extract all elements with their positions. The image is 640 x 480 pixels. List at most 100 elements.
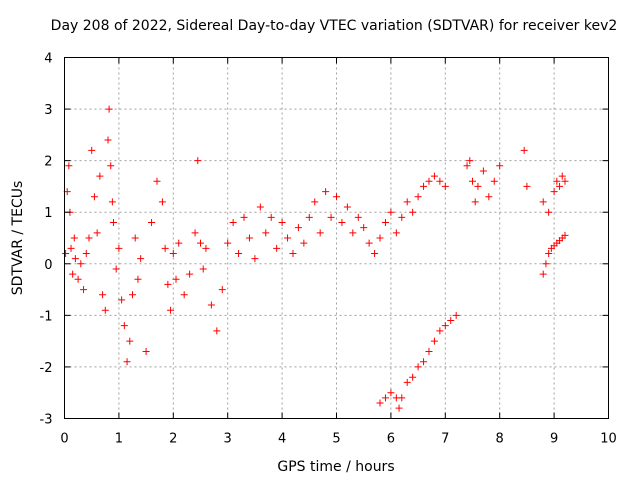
data-point [112, 265, 120, 273]
data-point [153, 177, 161, 185]
data-point [245, 234, 253, 242]
data-point [545, 208, 553, 216]
data-point [474, 182, 482, 190]
data-point [101, 306, 109, 314]
data-point [561, 231, 569, 239]
y-tick-label: 4 [44, 52, 52, 67]
data-point [349, 229, 357, 237]
data-point [485, 193, 493, 201]
data-point [327, 213, 335, 221]
data-point [256, 203, 264, 211]
data-point [267, 213, 275, 221]
data-point [131, 234, 139, 242]
data-point [381, 219, 389, 227]
y-tick-label: -3 [40, 413, 53, 428]
data-point [67, 244, 75, 252]
data-point [425, 347, 433, 355]
grid-layer [64, 57, 609, 419]
data-point [96, 172, 104, 180]
data-point [262, 229, 270, 237]
data-points-layer [62, 105, 569, 412]
data-point [194, 157, 202, 165]
data-point [539, 270, 547, 278]
data-point [82, 249, 90, 257]
data-point [120, 322, 128, 330]
data-point [542, 260, 550, 268]
data-point [85, 234, 93, 242]
data-point [62, 249, 70, 257]
data-point [322, 188, 330, 196]
data-point [409, 208, 417, 216]
data-point [213, 327, 221, 335]
data-point [197, 239, 204, 247]
data-point [558, 172, 566, 180]
data-point [161, 244, 169, 252]
data-point [71, 255, 79, 263]
data-point [371, 249, 379, 257]
data-point [354, 213, 362, 221]
series-late-upper [463, 146, 569, 216]
data-point [360, 224, 368, 232]
data-point [556, 182, 564, 190]
data-point [126, 337, 134, 345]
data-point [550, 188, 558, 196]
data-point [129, 291, 136, 299]
x-tick-label: 10 [600, 432, 617, 447]
x-tick-label: 1 [115, 432, 123, 447]
data-point [553, 177, 561, 185]
data-point [420, 358, 428, 366]
data-point [186, 270, 194, 278]
data-point [436, 177, 444, 185]
data-point [392, 229, 400, 237]
data-point [80, 286, 88, 294]
y-tick-label: 0 [44, 258, 52, 273]
data-point [490, 177, 498, 185]
data-point [175, 239, 183, 247]
data-point [469, 177, 476, 185]
data-point [77, 260, 85, 268]
data-point [441, 322, 449, 330]
data-point [172, 275, 180, 283]
x-tick-label: 0 [60, 432, 68, 447]
data-point [395, 404, 403, 412]
data-point [387, 208, 395, 216]
data-point [523, 182, 531, 190]
data-point [134, 275, 142, 283]
data-point [289, 249, 297, 257]
plot-frame [64, 57, 609, 419]
data-point [99, 291, 107, 299]
data-point [224, 239, 232, 247]
data-point [463, 162, 471, 170]
data-point [316, 229, 324, 237]
data-point [109, 219, 117, 227]
data-point [441, 182, 449, 190]
data-point [561, 177, 569, 185]
x-tick-label: 6 [387, 432, 395, 447]
x-tick-label: 8 [496, 432, 504, 447]
data-point [414, 193, 422, 201]
data-point [218, 286, 226, 294]
x-tick-label: 4 [278, 432, 286, 447]
data-point [65, 162, 73, 170]
data-point [387, 389, 395, 397]
data-point [229, 219, 237, 227]
data-point [343, 203, 351, 211]
data-point [471, 198, 479, 206]
data-point [69, 270, 77, 278]
data-point [199, 265, 207, 273]
data-point [479, 167, 487, 175]
data-point [409, 373, 417, 381]
data-point [137, 255, 145, 263]
data-point [164, 280, 172, 288]
data-point [202, 244, 210, 252]
data-point [436, 327, 444, 335]
y-tick-label: 2 [44, 155, 52, 170]
data-point [294, 224, 302, 232]
data-point [545, 249, 553, 257]
data-point [207, 301, 215, 309]
data-point [300, 239, 308, 247]
data-point [105, 105, 113, 113]
x-tick-label: 7 [441, 432, 449, 447]
data-point [273, 244, 281, 252]
